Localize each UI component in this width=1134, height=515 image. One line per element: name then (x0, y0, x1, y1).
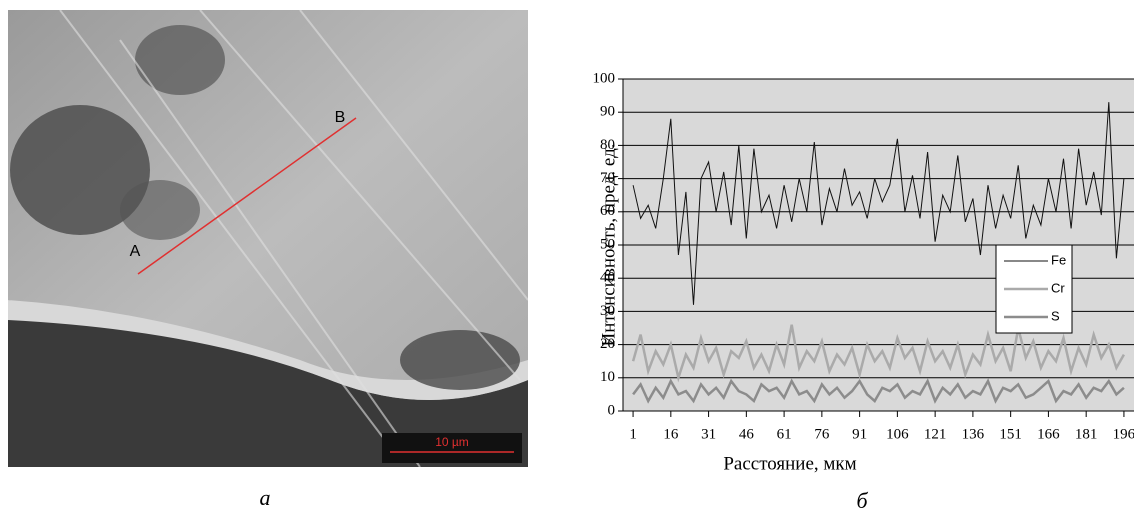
series-line (632, 102, 1125, 305)
series-group (631, 102, 1125, 404)
x-axis-label: Расстояние, мкм (723, 453, 856, 474)
legend-label: Cr (1051, 280, 1065, 295)
y-tick-label: 30 (600, 303, 615, 319)
x-tick-label: 16 (663, 426, 679, 442)
y-tick-label: 70 (600, 170, 615, 186)
y-tick-label: 40 (600, 270, 615, 286)
x-tick-label: 166 (1037, 426, 1060, 442)
y-tick-label: 60 (600, 203, 615, 219)
y-tick-label: 50 (600, 236, 615, 252)
x-tick-label: 106 (886, 426, 909, 442)
y-tick-label: 100 (593, 70, 616, 86)
x-tick-label: 136 (962, 426, 985, 442)
x-tick-label: 196 (1113, 426, 1134, 442)
y-tick-label: 0 (608, 402, 616, 418)
y-tick-label: 20 (600, 336, 615, 352)
sem-image: A B 10 µm (8, 10, 528, 467)
scale-bar: 10 µm (435, 435, 469, 449)
x-tick-label: 46 (739, 426, 755, 442)
x-tick-label: 31 (701, 426, 716, 442)
x-tick-label: 76 (814, 426, 830, 442)
caption: а (260, 485, 271, 510)
image-label: B (335, 109, 346, 126)
y-axis-label: Интенсивность, пред. ед. (598, 143, 619, 346)
series-line (632, 378, 1125, 404)
y-tick-label: 80 (600, 137, 615, 153)
x-tick-label: 181 (1075, 426, 1098, 442)
caption: б (856, 488, 868, 513)
x-tick-label: 91 (852, 426, 867, 442)
legend-label: Fe (1051, 252, 1066, 267)
x-tick-label: 151 (999, 426, 1022, 442)
plot: 0 10 20 30 40 50 60 70 80 90 100 1 16 31 46 61 76 91 106 12… (593, 70, 1134, 442)
x-tick-label: 121 (924, 426, 947, 442)
legend-label: S (1051, 308, 1060, 323)
series-line (631, 324, 1125, 383)
image-label: A (130, 243, 141, 260)
y-tick-label: 10 (600, 369, 615, 385)
x-tick-label: 1 (629, 426, 637, 442)
x-tick-label: 61 (777, 426, 792, 442)
y-tick-label: 90 (600, 104, 615, 120)
